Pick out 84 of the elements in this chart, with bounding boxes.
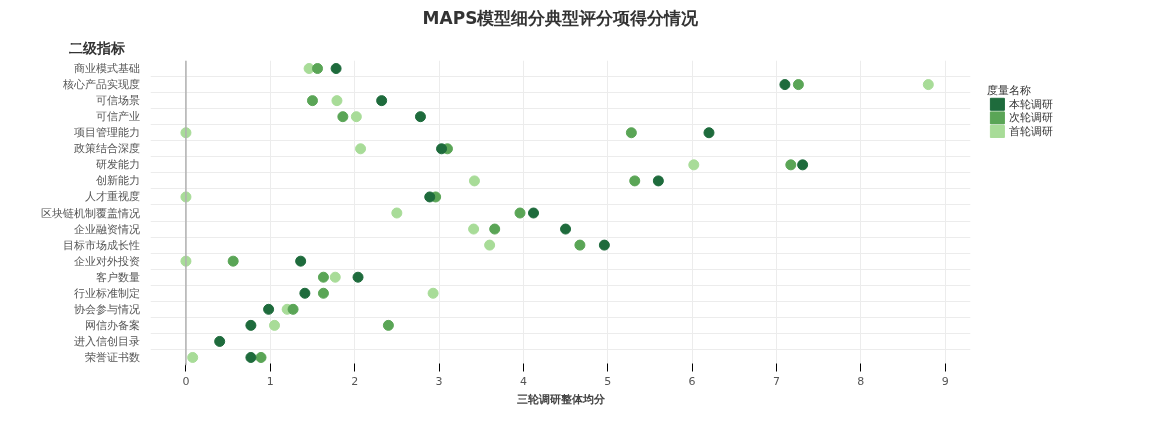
point [468, 223, 480, 235]
x-tick-label: 7 [772, 374, 780, 388]
point [785, 159, 797, 171]
point [330, 63, 342, 75]
y-tick-label: 协会参与情况 [73, 302, 140, 316]
point [317, 287, 329, 299]
x-tick-label: 0 [182, 374, 190, 388]
point [574, 239, 586, 251]
point [287, 303, 299, 315]
point [391, 207, 403, 219]
point [468, 175, 480, 187]
point [255, 351, 267, 363]
x-tick-label: 9 [941, 374, 949, 388]
y-tick-label: 政策结合深度 [73, 142, 140, 156]
y-tick-label: 网信办备案 [84, 318, 140, 332]
point [528, 207, 539, 219]
point [489, 223, 501, 235]
point [779, 79, 791, 91]
point [625, 127, 637, 139]
point [312, 63, 324, 75]
point [337, 111, 349, 123]
y-tick-label: 商业模式基础 [73, 62, 140, 76]
point [629, 175, 641, 187]
point [560, 223, 572, 235]
legend-title: 度量名称 [987, 84, 1031, 98]
y-axis-title: 二级指标 [68, 39, 125, 56]
y-tick-label: 人才重视度 [84, 190, 140, 204]
point [214, 335, 226, 347]
x-tick-label: 5 [604, 374, 612, 388]
x-tick-label: 3 [435, 374, 443, 388]
x-tick-label: 2 [351, 374, 359, 388]
point [427, 287, 439, 299]
point [514, 207, 526, 219]
point [382, 319, 394, 331]
point [227, 255, 239, 267]
point [245, 319, 257, 331]
point [331, 95, 343, 107]
point [598, 239, 610, 251]
point [797, 159, 809, 171]
point [922, 79, 934, 91]
y-tick-label: 项目管理能力 [73, 126, 140, 140]
point [376, 95, 388, 107]
point [299, 287, 311, 299]
point [187, 351, 199, 363]
x-tick-label: 1 [266, 374, 274, 388]
point [355, 143, 367, 155]
y-tick-label: 可信产业 [95, 110, 140, 124]
point [484, 239, 496, 251]
y-tick-label: 目标市场成长性 [62, 238, 140, 252]
point [414, 111, 426, 123]
point [295, 255, 307, 267]
y-tick-label: 核心产品实现度 [61, 78, 140, 92]
point [688, 159, 700, 171]
point [245, 351, 257, 363]
point [352, 271, 364, 283]
y-tick-label: 研发能力 [95, 158, 140, 172]
point [424, 191, 436, 203]
x-tick-label: 8 [857, 374, 865, 388]
point [350, 111, 362, 123]
point [703, 127, 715, 139]
point [792, 79, 804, 91]
y-tick-label: 进入信创目录 [73, 334, 140, 348]
point [269, 319, 281, 331]
x-axis-title: 三轮调研整体均分 [516, 392, 606, 406]
y-tick-label: 荣誉证书数 [84, 350, 140, 364]
legend-label: 首轮调研 [1009, 124, 1054, 138]
y-tick-label: 创新能力 [95, 174, 140, 188]
y-tick-label: 客户数量 [95, 270, 140, 284]
point [306, 95, 318, 107]
legend-label: 次轮调研 [1009, 111, 1054, 125]
y-tick-label: 可信场景 [95, 94, 140, 108]
x-tick-label: 4 [519, 374, 527, 388]
point [317, 271, 329, 283]
y-tick-label: 企业融资情况 [73, 222, 140, 236]
point [436, 143, 448, 155]
point [263, 303, 275, 315]
point [652, 175, 664, 187]
y-tick-label: 行业标准制定 [73, 286, 140, 300]
y-tick-label: 企业对外投资 [73, 254, 140, 268]
x-tick-label: 6 [688, 374, 696, 388]
legend-label: 本轮调研 [1009, 97, 1054, 111]
point [329, 271, 341, 283]
y-tick-label: 区块链机制覆盖情况 [40, 206, 140, 220]
chart-title: MAPS模型细分典型评分项得分情况 [422, 7, 700, 28]
